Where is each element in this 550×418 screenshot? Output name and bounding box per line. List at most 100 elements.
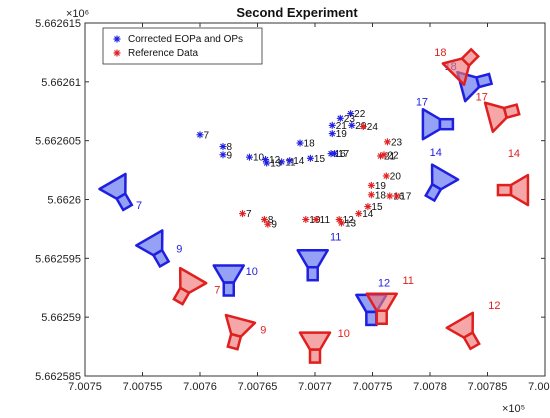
camera-label: 10 [246,266,258,278]
data-point [355,210,363,218]
data-point [347,110,355,118]
data-point [263,159,271,167]
camera-body [438,117,455,131]
camera-body [462,330,481,351]
x-tick-label: 7.00785 [468,381,508,393]
legend-marker-corrected [113,35,121,43]
camera-label: 11 [402,275,413,287]
data-point [380,151,388,159]
camera-body [474,72,494,89]
data-point [312,216,320,224]
camera-body [460,47,480,68]
y-tick-label: 5.662615 [35,18,81,30]
point-label: 10 [253,153,265,164]
point-label: 21 [384,151,396,162]
camera-label: 11 [330,232,341,244]
point-label: 20 [390,171,402,182]
data-point [245,153,253,161]
camera-body [172,286,191,306]
camera-body [151,248,171,269]
y-tick-label: 5.662595 [35,253,81,265]
camera-marker [298,331,332,364]
legend-marker-reference [113,49,121,57]
data-point [336,114,344,122]
data-point [278,158,286,166]
camera-marker [445,311,481,351]
data-point [306,154,314,162]
point-label: 16 [393,191,405,202]
data-point [328,130,336,138]
camera-label: 7 [136,200,142,212]
data-point [286,157,294,165]
point-label: 19 [336,129,348,140]
data-point [382,172,390,180]
point-label: 17 [338,149,350,160]
point-label: 14 [362,209,374,220]
data-point [239,210,247,218]
point-label: 11 [285,157,296,168]
x-tick-label: 7.0078 [413,381,447,393]
camera-marker [172,266,208,306]
data-point [348,121,356,129]
point-label: 13 [345,219,357,230]
chart-title: Second Experiment [236,5,358,20]
data-point [219,151,227,159]
point-label: 12 [343,215,355,226]
camera-label: 17 [416,96,428,108]
data-point [335,216,343,224]
point-label: 9 [227,150,233,161]
point-label: 15 [371,202,383,213]
x-tick-label: 7.0075 [68,381,102,393]
x-tick-label: 7.00765 [238,381,278,393]
camera-body [222,281,235,297]
y-tick-label: 5.662605 [35,136,81,148]
point-label: 14 [293,156,305,167]
x-tick-label: 7.0076 [183,381,217,393]
plot-area [84,22,546,377]
y-exponent-label: ×10⁶ [66,8,89,20]
data-point [331,150,339,158]
data-point [302,216,310,224]
point-label: 21 [336,121,348,132]
point-label: 16 [335,149,347,160]
data-point [260,216,268,224]
camera-label: 9 [176,243,182,255]
x-tick-label: 7.00775 [353,381,393,393]
legend-box [102,27,263,65]
point-label: 18 [375,190,387,201]
data-point [196,131,204,139]
point-label: 18 [304,139,316,150]
camera-marker [421,107,455,141]
point-label: 11 [320,215,331,226]
camera-marker [496,173,530,207]
point-label: 23 [344,114,356,125]
camera-marker [212,264,245,297]
x-exponent-label: ×10⁵ [502,403,525,415]
point-label: 9 [271,220,277,231]
data-point [367,191,375,199]
point-label: 24 [367,122,379,133]
point-label: 12 [269,155,281,166]
camera-marker [483,101,521,133]
point-label: 8 [268,215,274,226]
point-label: 7 [204,130,210,141]
y-tick-label: 5.66261 [41,77,81,89]
point-label: 22 [354,109,366,120]
camera-body [496,183,513,197]
point-label: 17 [400,191,412,202]
data-point [364,203,372,211]
camera-body [424,182,443,203]
x-tick-label: 7.0077 [298,381,332,393]
data-points: 7891011121314151617181920212223789101112… [196,109,412,231]
point-label: 13 [270,159,282,170]
data-point [296,139,304,147]
legend-label-corrected: Corrected EOPa and OPs [128,34,243,45]
y-tick-label: 5.662585 [35,371,81,383]
camera-marker [424,163,460,203]
camera-label: 12 [378,278,390,290]
camera-marker [135,229,171,269]
x-tick-label: 7.00755 [123,381,163,393]
camera-label: 18 [434,47,446,59]
point-label: 15 [314,154,326,165]
camera-marker [441,47,480,86]
